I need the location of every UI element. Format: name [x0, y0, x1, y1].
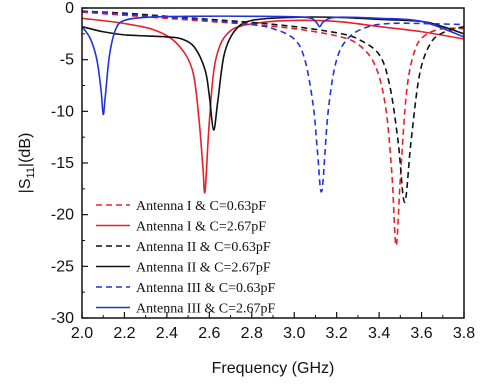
x-tick-label: 3.2	[326, 325, 348, 342]
x-tick-label: 2.8	[241, 325, 263, 342]
x-tick-label: 3.8	[453, 325, 475, 342]
y-axis-label-rest: |(dB)	[17, 133, 34, 167]
legend-label-4: Antenna II & C=2.67pF	[136, 261, 271, 276]
y-axis-ticks: 0 -5 -10 -15 -20 -25 -30	[51, 0, 88, 327]
x-tick-label: 2.2	[113, 325, 135, 342]
series-line-2	[81, 17, 465, 194]
y-axis-label-subscript: 11	[25, 167, 37, 178]
series-line-3	[81, 10, 465, 204]
legend-label-5: Antenna III & C=0.63pF	[136, 281, 276, 296]
y-tick-label: 0	[65, 0, 74, 17]
x-tick-label: 2.4	[156, 325, 178, 342]
y-tick-label: -5	[60, 52, 74, 69]
y-axis-label: |S11|(dB)	[17, 133, 37, 194]
legend-label-3: Antenna II & C=0.63pF	[136, 240, 271, 255]
x-axis-label: Frequency (GHz)	[212, 360, 335, 377]
y-tick-label: -20	[51, 207, 74, 224]
x-tick-label: 2.6	[198, 325, 220, 342]
x-tick-label: 2.0	[71, 325, 93, 342]
x-tick-label: 3.4	[368, 325, 390, 342]
x-axis-ticks: 2.0 2.2 2.4 2.6 2.8 3.0 3.2 3.4 3.6 3.8	[71, 312, 475, 342]
legend-label-2: Antenna I & C=2.67pF	[136, 220, 266, 235]
legend-label-6: Antenna III & C=2.67pF	[136, 302, 276, 317]
series-line-5	[81, 10, 465, 193]
y-tick-label: -25	[51, 258, 74, 275]
chart-legend: Antenna I & C=0.63pF Antenna I & C=2.67pF…	[96, 199, 276, 317]
y-tick-label: -30	[51, 310, 74, 327]
legend-label-1: Antenna I & C=0.63pF	[136, 199, 266, 214]
x-tick-label: 3.0	[283, 325, 305, 342]
x-tick-label: 3.6	[410, 325, 432, 342]
series-line-6	[81, 15, 465, 116]
y-axis-label-main: |S	[17, 178, 34, 193]
y-tick-label: -10	[51, 103, 74, 120]
y-tick-label: -15	[51, 155, 74, 172]
series-line-4	[81, 16, 465, 131]
plot-lines	[81, 10, 465, 247]
